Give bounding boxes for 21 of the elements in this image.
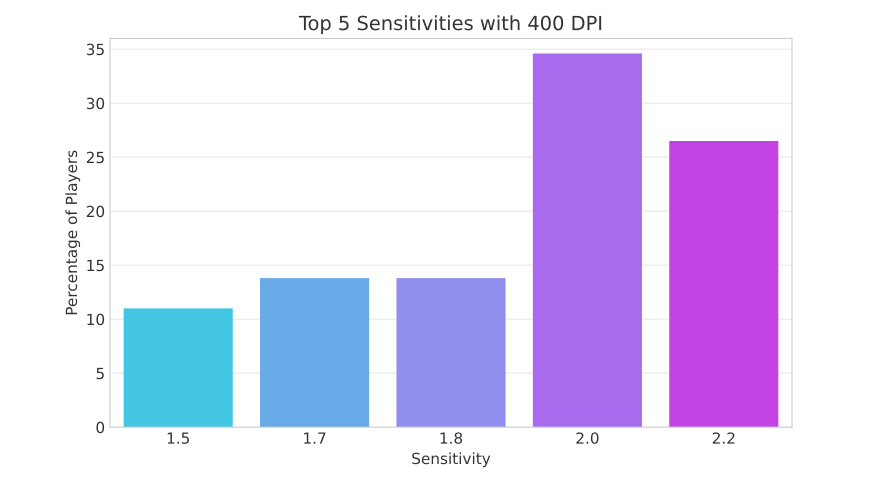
- bar: [532, 54, 642, 428]
- y-tick-label: 30: [86, 98, 104, 110]
- y-tick-label: 10: [87, 314, 104, 326]
- chart-title: Top 5 Sensitivities with 400 DPI: [298, 15, 602, 34]
- bar: [396, 278, 506, 428]
- x-tick-label: 1.8: [440, 432, 462, 444]
- bar: [124, 308, 233, 428]
- x-tick-label: 2.2: [712, 432, 734, 444]
- x-tick-label: 2.0: [576, 432, 599, 444]
- y-tick-label: 35: [86, 44, 104, 56]
- bar: [669, 141, 778, 428]
- x-axis-title: Sensitivity: [412, 452, 490, 468]
- bar: [260, 278, 370, 428]
- y-tick-label: 20: [86, 206, 104, 218]
- x-tick-label: 1.5: [168, 432, 190, 444]
- y-tick-label: 5: [96, 368, 104, 380]
- y-axis-title: Percentage of Players: [65, 150, 80, 314]
- x-tick-label: 1.7: [304, 432, 326, 444]
- y-tick-label: 15: [87, 260, 104, 272]
- y-tick-label: 25: [86, 152, 104, 164]
- y-tick-label: 0: [96, 422, 104, 434]
